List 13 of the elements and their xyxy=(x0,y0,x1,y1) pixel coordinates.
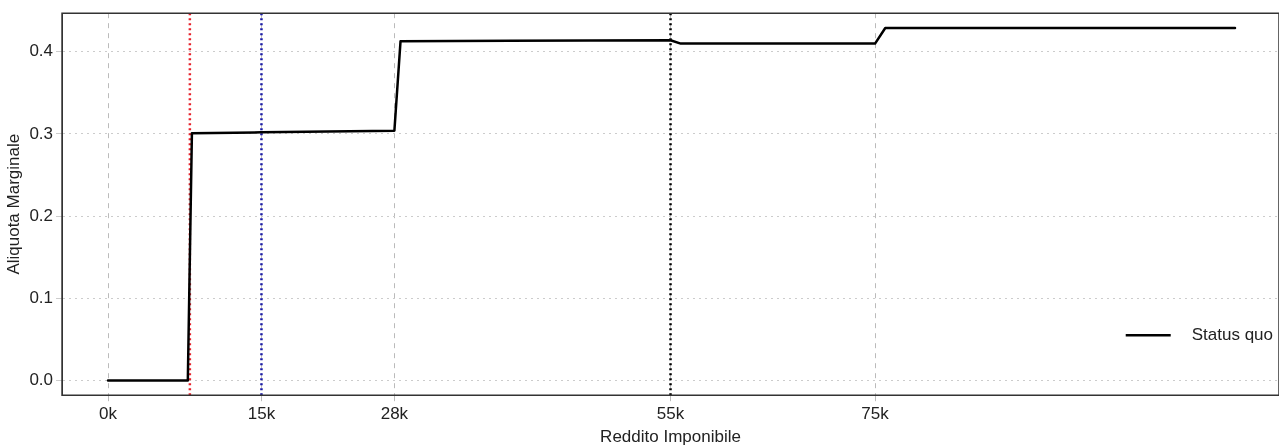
x-tick-label: 75k xyxy=(861,404,890,424)
x-axis-title: Reddito Imponibile xyxy=(600,427,741,447)
y-tick-label: 0.0 xyxy=(29,370,54,390)
y-axis-title: Aliquota Marginale xyxy=(3,133,23,275)
x-tick-label: 55k xyxy=(656,404,685,424)
y-tick-label: 0.3 xyxy=(29,123,54,143)
y-tick-label: 0.1 xyxy=(29,287,54,307)
y-tick-label: 0.2 xyxy=(29,205,54,225)
y-tick-label: 0.4 xyxy=(29,41,54,61)
x-tick-label: 0k xyxy=(99,404,118,424)
x-tick-label: 28k xyxy=(380,404,409,424)
legend-label: Status quo xyxy=(1191,324,1273,344)
x-tick-label: 15k xyxy=(247,404,276,424)
